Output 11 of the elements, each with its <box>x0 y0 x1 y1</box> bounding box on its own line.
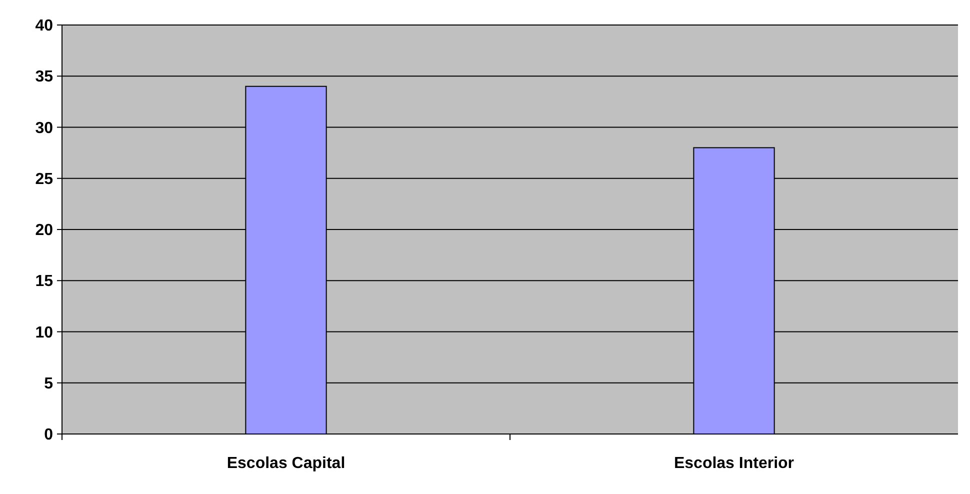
x-tick-label: Escolas Interior <box>674 455 794 472</box>
y-tick-label: 35 <box>35 68 54 86</box>
x-tick-label: Escolas Capital <box>226 455 346 472</box>
y-tick-label: 10 <box>35 324 54 342</box>
y-tick-label: 40 <box>35 18 54 35</box>
y-tick-label: 30 <box>35 120 54 137</box>
y-tick-label: 25 <box>35 170 54 188</box>
y-tick-label: 0 <box>44 426 54 444</box>
y-tick-label: 15 <box>35 273 54 290</box>
y-tick-label: 5 <box>44 375 54 392</box>
y-tick-label: 20 <box>35 222 54 240</box>
